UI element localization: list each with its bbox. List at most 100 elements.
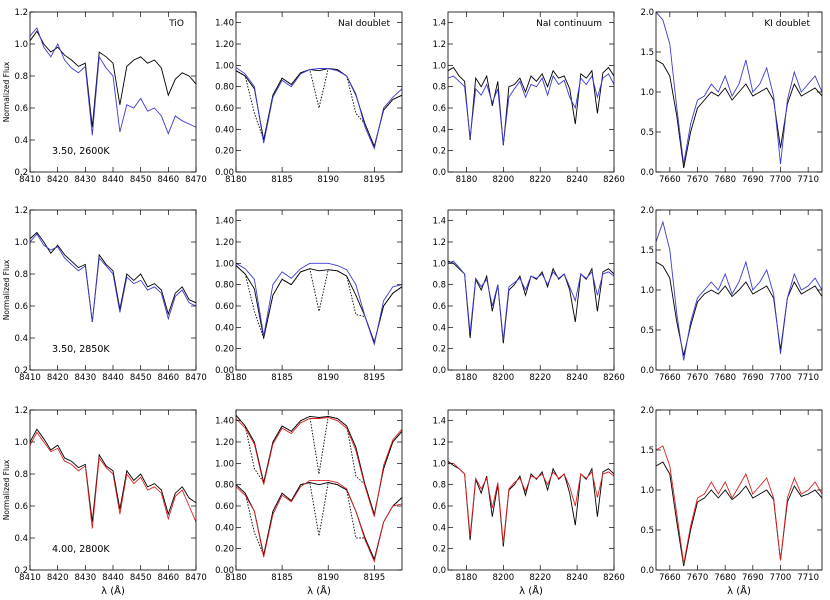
panel: 8180 8200 8220 8240 8260 0.0 0.2 0.4 0.6 0.8 1.0 1.… xyxy=(432,409,625,597)
y-tick-label: 1.0 xyxy=(14,40,28,50)
panel: 8410 8420 8430 8440 8450 8460 8470 0.2 0.4 0.6 0.8… xyxy=(2,406,207,597)
x-tick-label: 8180 xyxy=(225,175,247,185)
y-tick-label: 0.4 xyxy=(14,136,28,146)
y-tick-label: 0.4 xyxy=(14,534,28,544)
x-tick-label: 8430 xyxy=(75,573,97,583)
y-tick-label: 0.2 xyxy=(14,566,28,576)
y-tick-label: 0.6 xyxy=(14,302,28,312)
spectrum-line xyxy=(30,233,196,323)
x-tick-label: 8470 xyxy=(185,373,207,383)
y-tick-label: 0.8 xyxy=(432,481,446,491)
y-tick-label: 0.2 xyxy=(432,147,446,157)
x-axis-label: λ (Å) xyxy=(727,584,751,597)
y-tick-label: 0.60 xyxy=(215,302,234,312)
y-tick-label: 0.00 xyxy=(215,168,234,178)
y-tick-label: 0.40 xyxy=(215,125,234,135)
y-tick-label: 0.4 xyxy=(432,125,446,135)
y-tick-label: 1.00 xyxy=(215,259,234,269)
x-tick-label: 8460 xyxy=(158,175,180,185)
panel: 8180 8200 8220 8240 8260 0.0 0.2 0.4 0.6 0.8 1.0 1.… xyxy=(432,11,625,185)
x-tick-label: 8180 xyxy=(456,175,478,185)
y-tick-label: 1.20 xyxy=(215,40,234,50)
y-tick-label: 0.6 xyxy=(14,502,28,512)
y-tick-label: 0.5 xyxy=(640,128,654,138)
x-tick-label: 8190 xyxy=(317,573,339,583)
y-tick-label: 0.40 xyxy=(215,523,234,533)
x-tick-label: 8460 xyxy=(158,573,180,583)
y-axis-label: Normalized Flux xyxy=(2,259,11,320)
panel: 8180 8185 8190 8195 0.00 0.20 0.40 0.60 0.80 1.00… xyxy=(215,409,403,597)
spectrum-line xyxy=(656,59,822,169)
y-tick-label: 0.60 xyxy=(215,502,234,512)
x-tick-label: 8260 xyxy=(603,175,625,185)
model-annotation: 4.00, 2800K xyxy=(52,544,110,555)
y-tick-label: 0.6 xyxy=(432,502,446,512)
x-tick-label: 8260 xyxy=(603,573,625,583)
x-tick-label: 7670 xyxy=(687,373,709,383)
x-tick-label: 8190 xyxy=(317,175,339,185)
y-tick-label: 0.2 xyxy=(14,366,28,376)
x-tick-label: 7700 xyxy=(770,175,792,185)
panel: 8180 8200 8220 8240 8260 0.0 0.2 0.4 0.6 0.8 1.0 1.… xyxy=(432,209,625,383)
spectrum-line xyxy=(236,417,402,517)
y-tick-label: 0.2 xyxy=(432,545,446,555)
plot-frame xyxy=(235,409,403,571)
y-tick-label: 0.0 xyxy=(640,168,654,178)
spectrum-line xyxy=(448,66,614,146)
spectrum-line xyxy=(30,428,196,523)
y-tick-label: 0.80 xyxy=(215,281,234,291)
x-tick-label: 8200 xyxy=(493,373,515,383)
y-tick-label: 1.0 xyxy=(432,259,446,269)
y-tick-label: 0.0 xyxy=(432,168,446,178)
y-tick-label: 1.2 xyxy=(432,238,446,248)
x-tick-label: 7710 xyxy=(797,573,819,583)
x-tick-label: 8440 xyxy=(102,573,124,583)
y-tick-label: 1.0 xyxy=(432,61,446,71)
x-tick-label: 8180 xyxy=(225,373,247,383)
y-tick-label: 0.0 xyxy=(432,366,446,376)
x-tick-label: 8410 xyxy=(19,573,41,583)
y-tick-label: 2.0 xyxy=(640,406,654,416)
model-annotation: 3.50, 2600K xyxy=(52,146,110,157)
y-tick-label: 1.0 xyxy=(14,238,28,248)
y-tick-label: 0.80 xyxy=(215,481,234,491)
y-tick-label: 1.40 xyxy=(215,217,234,227)
x-tick-label: 7690 xyxy=(742,573,764,583)
panel-title: NaI doublet xyxy=(338,19,390,29)
x-tick-label: 8450 xyxy=(130,373,152,383)
y-tick-label: 1.4 xyxy=(432,417,446,427)
spectrum-line xyxy=(30,27,196,136)
x-tick-label: 8185 xyxy=(271,373,293,383)
plot-frame xyxy=(235,209,403,371)
model-annotation: 3.50, 2850K xyxy=(52,344,110,355)
x-tick-label: 8430 xyxy=(75,373,97,383)
x-tick-label: 8450 xyxy=(130,175,152,185)
x-tick-label: 7680 xyxy=(714,573,736,583)
x-tick-label: 8220 xyxy=(529,175,551,185)
x-tick-label: 8430 xyxy=(75,175,97,185)
y-tick-label: 1.5 xyxy=(640,246,654,256)
y-axis-label: Normalized Flux xyxy=(2,459,11,520)
plot-frame xyxy=(235,11,403,173)
x-tick-label: 8470 xyxy=(185,573,207,583)
y-tick-label: 0.0 xyxy=(432,566,446,576)
y-tick-label: 0.20 xyxy=(215,147,234,157)
y-tick-label: 1.20 xyxy=(215,438,234,448)
x-tick-label: 8190 xyxy=(317,373,339,383)
y-tick-label: 1.5 xyxy=(640,446,654,456)
y-tick-label: 0.4 xyxy=(432,523,446,533)
y-tick-label: 1.2 xyxy=(432,438,446,448)
x-tick-label: 8440 xyxy=(102,373,124,383)
x-tick-label: 8410 xyxy=(19,175,41,185)
x-tick-label: 8470 xyxy=(185,175,207,185)
y-tick-label: 0.40 xyxy=(215,323,234,333)
spectrum-line xyxy=(448,462,614,544)
y-tick-label: 0.8 xyxy=(14,270,28,280)
plot-frame xyxy=(447,209,615,371)
spectrum-line xyxy=(236,479,402,563)
spectrum-line xyxy=(448,260,614,341)
x-tick-label: 7700 xyxy=(770,573,792,583)
spectrum-line xyxy=(656,12,822,165)
y-tick-label: 0.20 xyxy=(215,345,234,355)
